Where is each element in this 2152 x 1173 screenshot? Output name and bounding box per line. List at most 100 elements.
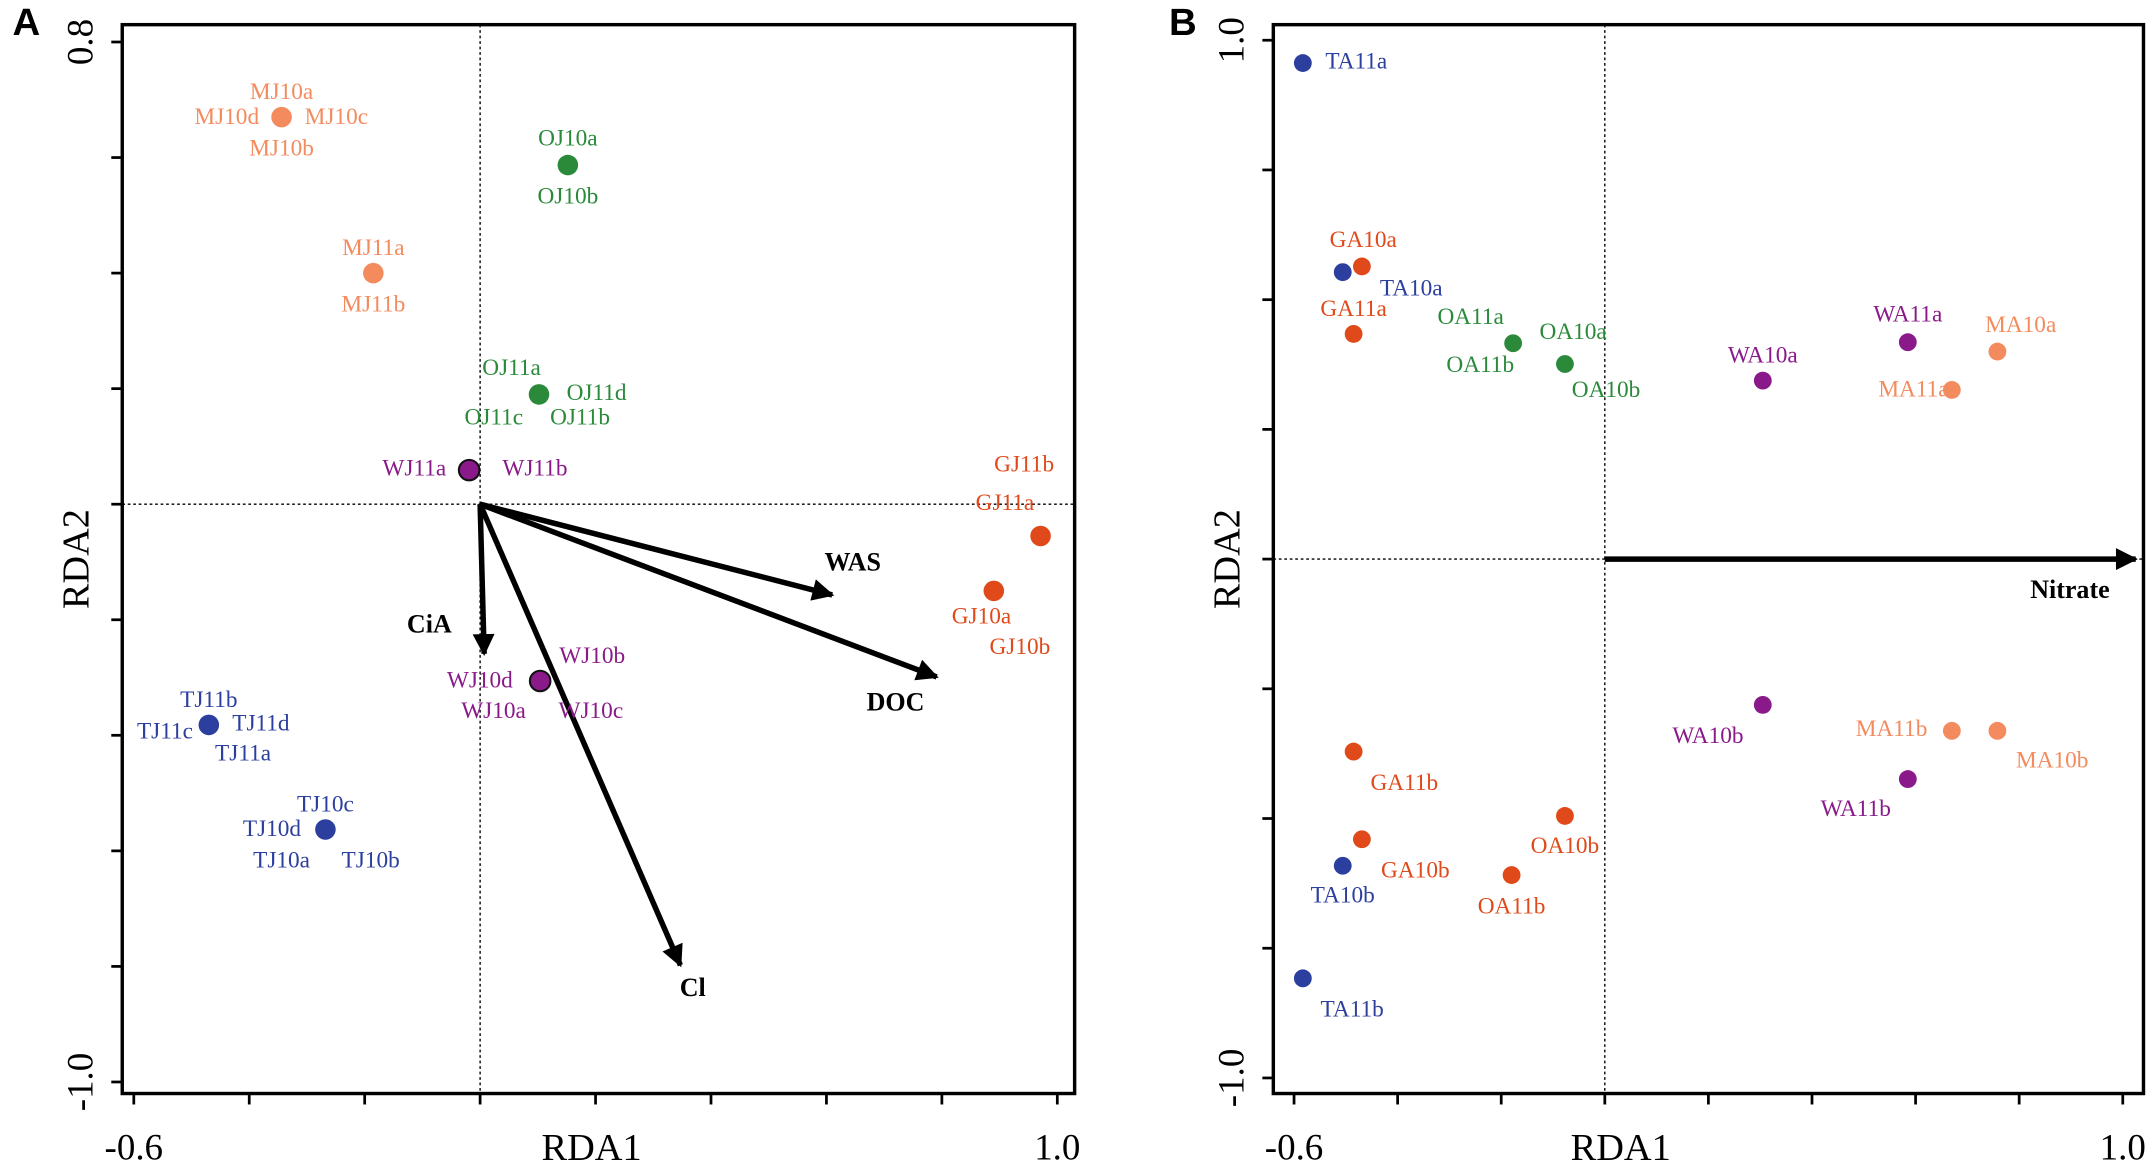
y-tick-label: -1.0 xyxy=(60,1053,101,1112)
point-label: TJ11c xyxy=(137,718,193,744)
sample-point xyxy=(528,669,552,693)
point-label: GJ10b xyxy=(989,634,1050,660)
point-label: MJ10c xyxy=(305,104,368,130)
point-label: MA10b xyxy=(2016,748,2088,774)
arrow-label: Nitrate xyxy=(2030,575,2109,604)
point-label: MA11b xyxy=(1856,716,1928,742)
point-label: MJ10d xyxy=(194,104,259,130)
sample-point xyxy=(983,580,1005,602)
x-tick-label: -0.6 xyxy=(105,1128,164,1169)
sample-point xyxy=(1556,355,1574,373)
x-axis-label: RDA1 xyxy=(1571,1127,1671,1169)
arrow-label: Cl xyxy=(680,973,706,1002)
sample-point xyxy=(1293,54,1312,72)
point-label: TJ10c xyxy=(297,792,354,818)
biplot-arrow xyxy=(477,503,683,968)
point-label: WJ10b xyxy=(559,643,625,669)
sample-point xyxy=(1988,342,2007,361)
point-label: GJ11a xyxy=(976,490,1035,516)
point-label: WJ10c xyxy=(559,698,624,724)
biplot-arrow xyxy=(479,501,939,681)
y-tick-label: 1.0 xyxy=(1211,17,1252,63)
point-label: OJ11a xyxy=(482,355,541,381)
point-label: TA11b xyxy=(1321,997,1384,1023)
point-label: TA11a xyxy=(1325,48,1388,74)
sample-point xyxy=(1898,770,1917,788)
sample-point xyxy=(1344,742,1363,761)
point-label: MJ11b xyxy=(341,291,405,317)
point-label: GJ10a xyxy=(952,604,1012,630)
point-label: WA10a xyxy=(1728,343,1798,369)
plot-frame xyxy=(120,22,1077,1096)
point-label: GA10b xyxy=(1381,858,1450,884)
sample-point xyxy=(528,384,550,405)
point-label: OA10a xyxy=(1540,319,1608,345)
sample-point xyxy=(1504,334,1523,353)
sample-point xyxy=(1293,969,1312,988)
point-label: WJ11a xyxy=(382,455,446,481)
sample-point xyxy=(315,819,336,840)
point-label: OJ11b xyxy=(550,404,610,430)
x-axis-label: RDA1 xyxy=(542,1127,642,1169)
sample-point xyxy=(1556,807,1574,825)
sample-point xyxy=(363,262,384,284)
point-label: WJ10d xyxy=(447,668,513,694)
point-label: TJ10a xyxy=(253,848,311,874)
sample-point xyxy=(1030,525,1051,547)
point-label: TJ11d xyxy=(232,710,290,736)
point-label: TJ10b xyxy=(342,848,400,874)
biplot-arrow xyxy=(472,504,495,657)
point-label: OA10b xyxy=(1531,833,1600,859)
y-axis-label: RDA2 xyxy=(56,509,98,609)
arrow-label: WAS xyxy=(825,548,881,577)
point-label: TA10a xyxy=(1380,275,1443,301)
x-tick-label: 1.0 xyxy=(1034,1128,1080,1169)
point-label: GA10a xyxy=(1330,227,1398,253)
point-label: OA10b xyxy=(1572,377,1641,403)
point-label: OA11b xyxy=(1478,893,1546,919)
point-label: WJ10a xyxy=(461,698,526,724)
point-label: MJ11a xyxy=(342,235,405,261)
sample-point xyxy=(1352,257,1371,276)
sample-point xyxy=(1753,695,1772,714)
point-label: TJ11b xyxy=(180,687,237,713)
x-tick-label: -0.6 xyxy=(1265,1128,1324,1169)
x-tick-label: 1.0 xyxy=(2100,1128,2146,1169)
point-label: OJ11d xyxy=(567,380,627,406)
sample-point xyxy=(1333,263,1352,282)
panel-label: B xyxy=(1169,1,1197,44)
y-tick-label: 0.8 xyxy=(60,19,101,65)
point-label: OA11a xyxy=(1437,304,1504,330)
point-label: WA11a xyxy=(1873,302,1943,328)
point-label: OA11b xyxy=(1446,352,1514,378)
arrow-label: CiA xyxy=(407,609,452,638)
arrow-label: DOC xyxy=(867,687,925,716)
point-label: OJ11c xyxy=(464,404,523,430)
sample-point xyxy=(1753,371,1772,390)
point-label: OJ10a xyxy=(538,126,598,152)
sample-point xyxy=(271,106,292,128)
y-tick-label: -1.0 xyxy=(1211,1049,1252,1108)
sample-point xyxy=(557,154,579,176)
point-label: MA10a xyxy=(1985,312,2057,338)
sample-point xyxy=(1898,333,1917,352)
point-label: GA11b xyxy=(1370,770,1438,796)
panel-label: A xyxy=(12,1,40,44)
point-label: MJ10a xyxy=(250,79,314,105)
point-label: TJ11a xyxy=(215,740,272,766)
point-label: TJ10d xyxy=(243,816,302,842)
sample-point xyxy=(198,714,220,736)
point-label: GJ11b xyxy=(994,451,1054,477)
sample-point xyxy=(1352,830,1371,849)
point-label: WA10b xyxy=(1672,723,1743,749)
point-label: OJ10b xyxy=(537,183,598,209)
point-label: GA11a xyxy=(1320,296,1387,322)
biplot-arrow xyxy=(479,501,835,601)
sample-point xyxy=(1344,325,1363,343)
sample-point xyxy=(1988,721,2007,740)
sample-point xyxy=(1942,721,1961,740)
point-label: WJ11b xyxy=(502,455,567,481)
sample-point xyxy=(1502,866,1521,884)
point-label: MJ10b xyxy=(249,135,314,161)
